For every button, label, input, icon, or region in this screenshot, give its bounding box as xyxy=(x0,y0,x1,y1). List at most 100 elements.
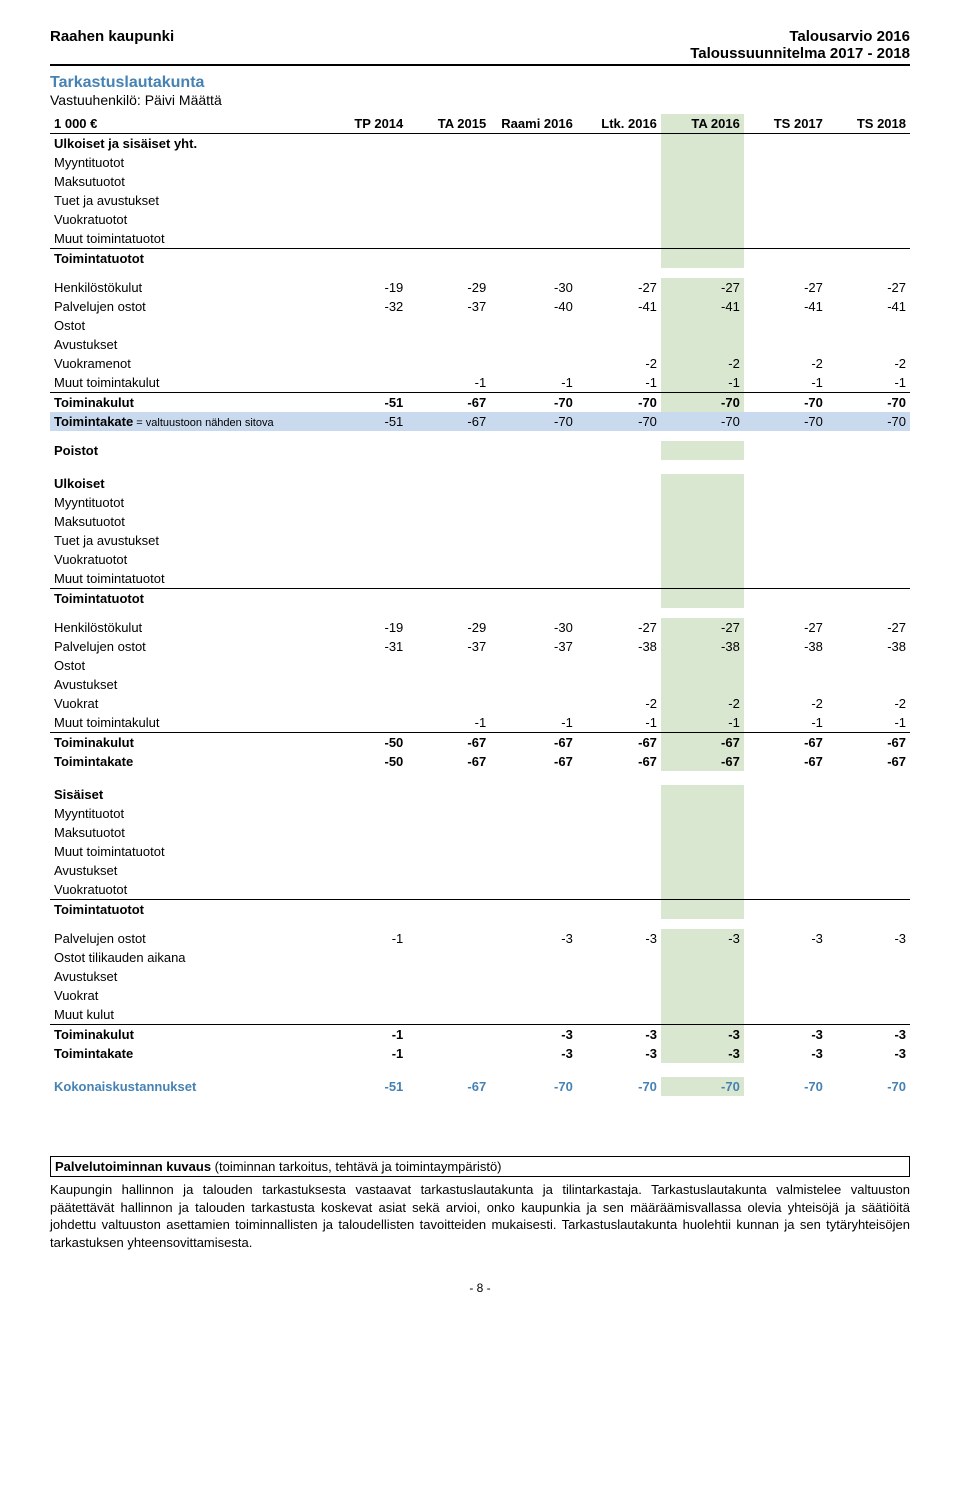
cell xyxy=(324,589,407,609)
cell xyxy=(577,512,661,531)
cell xyxy=(661,986,744,1005)
cell: -3 xyxy=(661,1044,744,1063)
cell: -67 xyxy=(661,752,744,771)
cell: -19 xyxy=(324,278,407,297)
cell xyxy=(324,153,407,172)
cell: -38 xyxy=(577,637,661,656)
header-right: Talousarvio 2016 Taloussuunnitelma 2017 … xyxy=(690,28,910,62)
cell xyxy=(744,153,827,172)
row-label: Avustukset xyxy=(50,967,324,986)
cell: -2 xyxy=(827,694,910,713)
cell: -3 xyxy=(744,929,827,948)
cell xyxy=(827,441,910,460)
cell: -2 xyxy=(661,694,744,713)
table-row: Myyntituotot xyxy=(50,493,910,512)
cell xyxy=(407,569,490,589)
cell: -27 xyxy=(661,278,744,297)
cell xyxy=(490,229,577,249)
cell: -37 xyxy=(407,637,490,656)
cell xyxy=(744,823,827,842)
cell: -70 xyxy=(490,412,577,431)
cell xyxy=(407,948,490,967)
cell: -19 xyxy=(324,618,407,637)
table-row: Avustukset xyxy=(50,967,910,986)
cell xyxy=(407,210,490,229)
toimintakate-sitova-row: Toimintakate = valtuustoon nähden sitova… xyxy=(50,412,910,431)
cell xyxy=(324,713,407,733)
cell xyxy=(744,1005,827,1025)
cell xyxy=(577,986,661,1005)
cell xyxy=(490,493,577,512)
cell xyxy=(324,316,407,335)
cell xyxy=(744,512,827,531)
cell: -67 xyxy=(744,752,827,771)
cell xyxy=(490,785,577,804)
cell xyxy=(407,967,490,986)
cell xyxy=(577,569,661,589)
cell xyxy=(490,335,577,354)
cell xyxy=(407,153,490,172)
cell xyxy=(744,316,827,335)
table-row: Tuet ja avustukset xyxy=(50,191,910,210)
row-label: Vuokratuotot xyxy=(50,550,324,569)
cell xyxy=(827,589,910,609)
cell xyxy=(324,373,407,393)
cell: -27 xyxy=(577,618,661,637)
cell: -1 xyxy=(407,713,490,733)
row-label: Muut toimintatuotot xyxy=(50,229,324,249)
cell xyxy=(407,675,490,694)
table-row: Toiminakulut-1-3-3-3-3-3 xyxy=(50,1025,910,1045)
cell xyxy=(490,569,577,589)
cell xyxy=(744,656,827,675)
table-row: Ostot xyxy=(50,316,910,335)
table-row: Muut toimintatuotot xyxy=(50,842,910,861)
cell: -1 xyxy=(744,713,827,733)
row-label: Toimintakate = valtuustoon nähden sitova xyxy=(50,412,324,431)
cell xyxy=(324,210,407,229)
cell: -70 xyxy=(827,1077,910,1096)
cell xyxy=(577,675,661,694)
row-label: Vuokrat xyxy=(50,986,324,1005)
cell xyxy=(324,191,407,210)
cell xyxy=(661,474,744,493)
cell xyxy=(744,900,827,920)
cell xyxy=(577,785,661,804)
cell: -3 xyxy=(490,929,577,948)
table-row: Palvelujen ostot-1-3-3-3-3-3 xyxy=(50,929,910,948)
row-label: Vuokrat xyxy=(50,694,324,713)
cell xyxy=(324,229,407,249)
cell: -1 xyxy=(661,373,744,393)
row-label: Toiminakulut xyxy=(50,393,324,413)
section-subtitle: Vastuuhenkilö: Päivi Määttä xyxy=(50,92,910,108)
cell xyxy=(490,967,577,986)
spacer-row xyxy=(50,1063,910,1077)
cell: -3 xyxy=(827,1025,910,1045)
cell xyxy=(827,316,910,335)
row-label: Myyntituotot xyxy=(50,804,324,823)
cell xyxy=(324,694,407,713)
cell xyxy=(827,948,910,967)
cell xyxy=(577,550,661,569)
cell xyxy=(324,474,407,493)
cell: -1 xyxy=(490,373,577,393)
cell: -1 xyxy=(324,1025,407,1045)
row-label: Toimintatuotot xyxy=(50,900,324,920)
cell xyxy=(827,335,910,354)
spacer-row xyxy=(50,268,910,278)
cell: -70 xyxy=(661,412,744,431)
cell: -2 xyxy=(577,694,661,713)
table-row: Toimintatuotot xyxy=(50,589,910,609)
cell: -70 xyxy=(490,393,577,413)
row-label: Avustukset xyxy=(50,675,324,694)
header-left: Raahen kaupunki xyxy=(50,28,174,45)
cell xyxy=(490,316,577,335)
cell xyxy=(324,967,407,986)
row-label: Kokonaiskustannukset xyxy=(50,1077,324,1096)
row-label: Myyntituotot xyxy=(50,153,324,172)
cell: -51 xyxy=(324,1077,407,1096)
cell: -50 xyxy=(324,733,407,753)
cell: -67 xyxy=(577,733,661,753)
cell xyxy=(577,210,661,229)
cell xyxy=(407,1005,490,1025)
cell xyxy=(577,804,661,823)
